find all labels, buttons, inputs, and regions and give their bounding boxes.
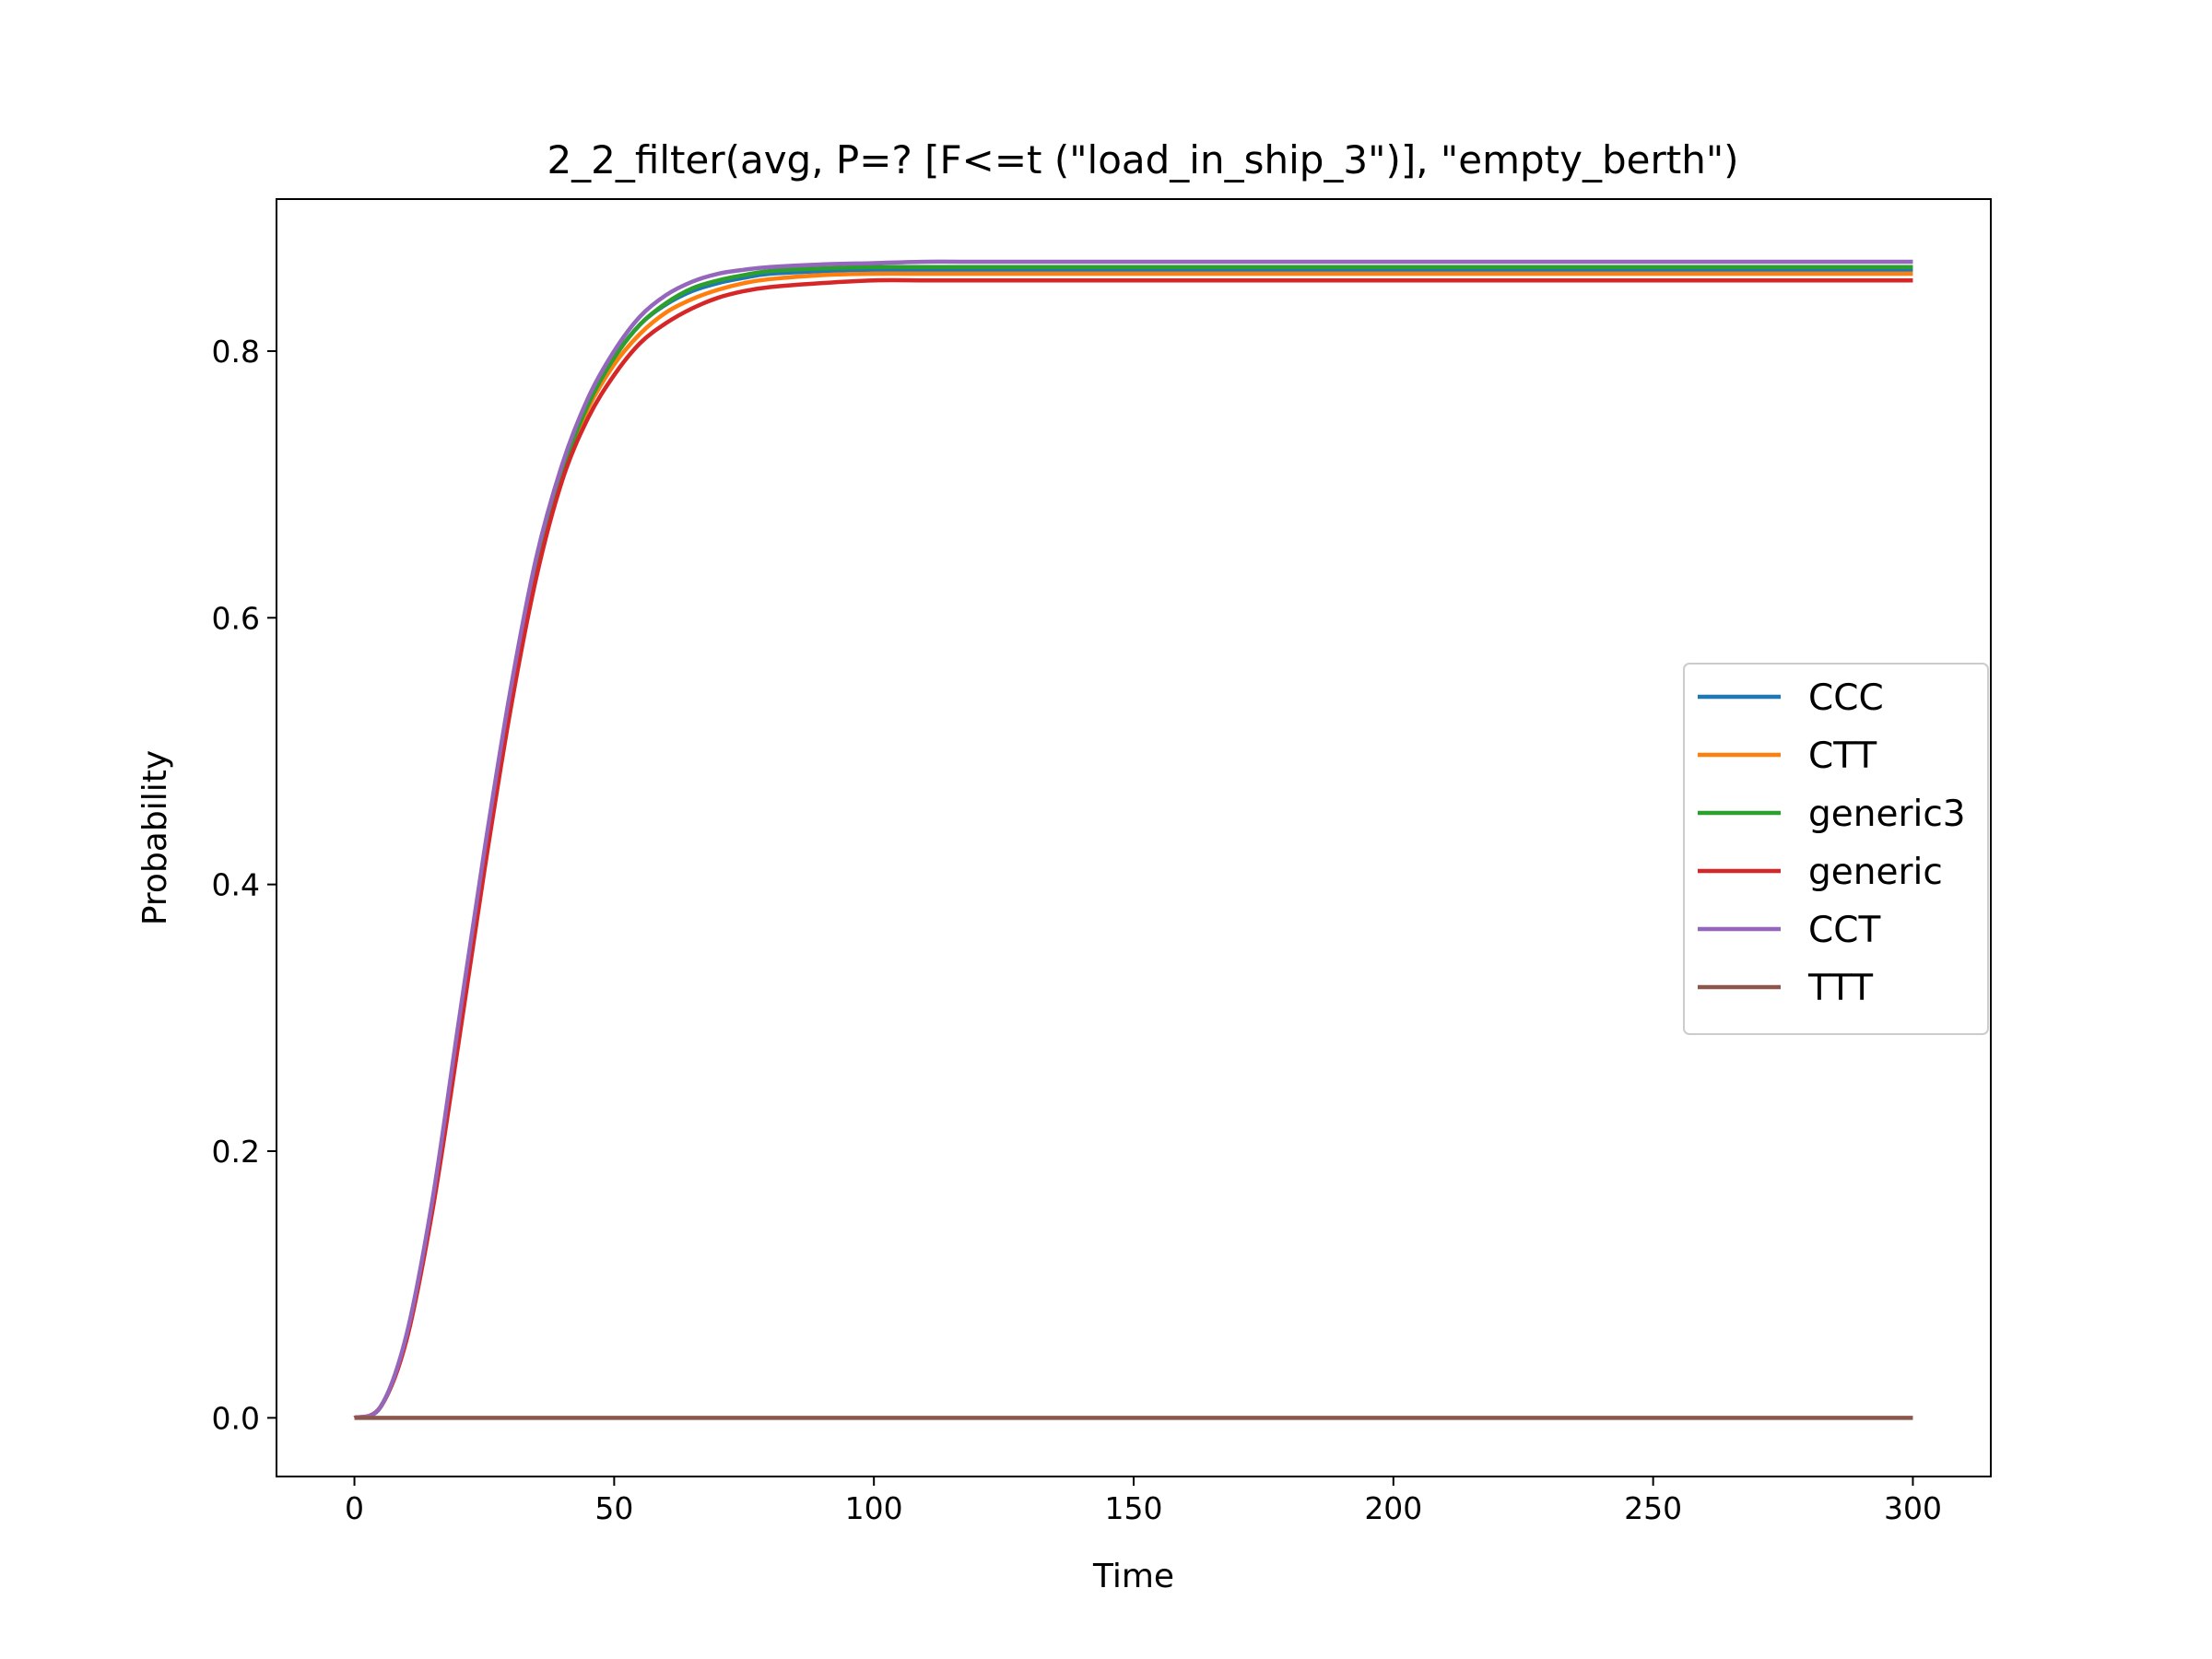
x-tick-label: 100 <box>845 1490 903 1526</box>
x-tick-label: 0 <box>345 1490 364 1526</box>
x-tick-label: 150 <box>1105 1490 1163 1526</box>
x-axis-label: Time <box>1092 1558 1174 1595</box>
legend-label: CCT <box>1808 910 1880 951</box>
y-tick-label: 0.4 <box>212 867 260 903</box>
series-layer <box>353 259 1913 1420</box>
y-tick-label: 0.0 <box>212 1400 260 1436</box>
legend-label: generic <box>1808 852 1943 893</box>
y-axis-label: Probability <box>136 750 174 925</box>
series-line-generic <box>353 277 1913 1420</box>
chart-title: 2_2_filter(avg, P=? [F<=t ("load_in_ship… <box>547 137 1738 182</box>
legend-label: TTT <box>1807 968 1873 1009</box>
y-tick-label: 0.6 <box>212 600 260 636</box>
y-tick-label: 0.8 <box>212 334 260 370</box>
x-axis: 0 50 100 150 200 250 300 <box>345 1477 1942 1526</box>
y-axis: 0.0 0.2 0.4 0.6 0.8 <box>212 334 276 1436</box>
series-line-cct <box>353 259 1913 1420</box>
legend-label: CTT <box>1808 735 1877 777</box>
x-tick-label: 250 <box>1624 1490 1682 1526</box>
x-tick-label: 50 <box>594 1490 633 1526</box>
legend-label: CCC <box>1808 677 1884 719</box>
x-tick-label: 200 <box>1364 1490 1422 1526</box>
legend: CCC CTT generic3 generic CCT TTT <box>1683 663 1989 1035</box>
x-tick-label: 300 <box>1884 1490 1942 1526</box>
legend-label: generic3 <box>1808 794 1966 835</box>
y-tick-label: 0.2 <box>212 1134 260 1170</box>
